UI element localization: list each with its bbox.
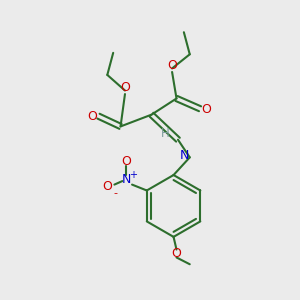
Text: O: O (172, 247, 182, 260)
Text: N: N (180, 149, 189, 162)
Text: O: O (167, 59, 177, 72)
Text: O: O (202, 103, 212, 116)
Text: -: - (113, 188, 117, 198)
Text: +: + (129, 170, 137, 180)
Text: O: O (87, 110, 97, 123)
Text: O: O (102, 181, 112, 194)
Text: O: O (121, 154, 131, 167)
Text: N: N (122, 173, 131, 186)
Text: H: H (161, 127, 170, 140)
Text: O: O (120, 81, 130, 94)
